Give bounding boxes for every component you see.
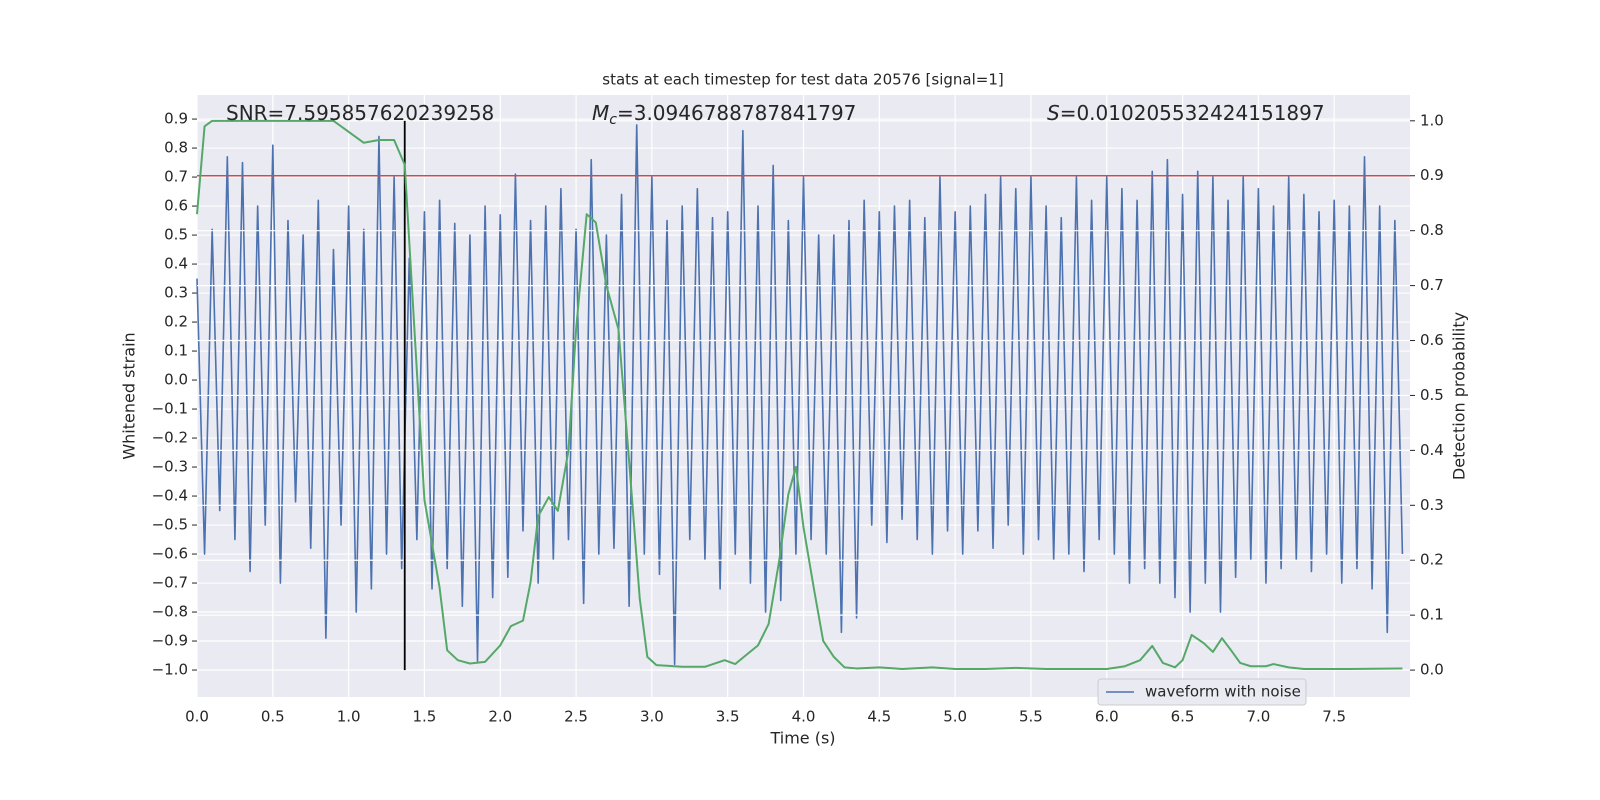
annotation-text: =0.010205532424151897 <box>1060 101 1325 125</box>
x-tick-label: 3.5 <box>716 708 740 726</box>
legend-label: waveform with noise <box>1145 683 1301 701</box>
y-tick-label: −1.0 <box>152 661 188 679</box>
y2-tick-label: 0.6 <box>1420 331 1444 349</box>
y-tick-label: 0.9 <box>164 110 188 128</box>
x-axis-label: Time (s) <box>769 729 835 748</box>
y-tick-label: 0.2 <box>164 313 188 331</box>
x-tick-label: 1.5 <box>413 708 437 726</box>
y-tick-label: 0.6 <box>164 197 188 215</box>
y2-tick-label: 0.7 <box>1420 276 1444 294</box>
y-axis-label: Whitened strain <box>120 332 139 459</box>
annotation: SNR=7.595857620239258 <box>226 101 494 125</box>
x-tick-label: 0.0 <box>185 708 209 726</box>
y-tick-label: −0.5 <box>152 516 188 534</box>
series-line <box>196 119 1403 670</box>
y-tick-label: −0.9 <box>152 632 188 650</box>
x-tick-label: 1.0 <box>337 708 361 726</box>
annotation-symbol: M <box>592 101 609 125</box>
annotation-symbol: S <box>1047 101 1060 125</box>
x-tick-label: 6.0 <box>1095 708 1119 726</box>
y-tick-label: 0.3 <box>164 284 188 302</box>
y-tick-label: 0.8 <box>164 139 188 157</box>
legend-box <box>1097 678 1307 706</box>
y-tick-label: −0.2 <box>152 429 188 447</box>
y-tick-label: 0.4 <box>164 255 188 273</box>
y-tick-label: −0.4 <box>152 487 188 505</box>
x-tick-label: 7.5 <box>1322 708 1346 726</box>
y2-tick-label: 0.8 <box>1420 221 1444 239</box>
y2-tick-label: 0.0 <box>1420 661 1444 679</box>
annotation-text: SNR=7.595857620239258 <box>226 101 494 125</box>
y-tick-label: −0.6 <box>152 545 188 563</box>
y-tick-label: 0.1 <box>164 342 188 360</box>
annotation: Mc=3.0946788787841797 <box>592 101 856 129</box>
y2-tick-label: 0.3 <box>1420 496 1444 514</box>
y2-tick-label: 0.4 <box>1420 441 1444 459</box>
x-tick-label: 7.0 <box>1246 708 1270 726</box>
y2-tick-label: 0.5 <box>1420 386 1444 404</box>
y-tick-label: 0.5 <box>164 226 188 244</box>
y-tick-label: −0.7 <box>152 574 188 592</box>
x-tick-label: 2.0 <box>488 708 512 726</box>
annotation-subscript: c <box>609 112 617 128</box>
y2-tick-label: 1.0 <box>1420 111 1444 129</box>
x-tick-label: 3.0 <box>640 708 664 726</box>
y-tick-label: −0.8 <box>152 603 188 621</box>
y2-tick-label: 0.2 <box>1420 551 1444 569</box>
y2-tick-label: 0.9 <box>1420 166 1444 184</box>
y-tick-label: −0.3 <box>152 458 188 476</box>
y-tick-label: 0.0 <box>164 371 188 389</box>
annotation: S=0.010205532424151897 <box>1047 101 1325 125</box>
y2-axis-label: Detection probability <box>1450 312 1469 480</box>
y-tick-label: −0.1 <box>152 400 188 418</box>
chart-title: stats at each timestep for test data 205… <box>602 71 1003 89</box>
x-tick-label: 5.0 <box>943 708 967 726</box>
x-tick-label: 6.5 <box>1171 708 1195 726</box>
x-tick-label: 0.5 <box>261 708 285 726</box>
y-tick-label: 0.7 <box>164 168 188 186</box>
annotation-text: =3.0946788787841797 <box>617 101 856 125</box>
x-tick-label: 4.0 <box>792 708 816 726</box>
x-tick-label: 5.5 <box>1019 708 1043 726</box>
series-line <box>196 124 1404 666</box>
y2-tick-label: 0.1 <box>1420 606 1444 624</box>
x-tick-label: 4.5 <box>867 708 891 726</box>
x-tick-label: 2.5 <box>564 708 588 726</box>
